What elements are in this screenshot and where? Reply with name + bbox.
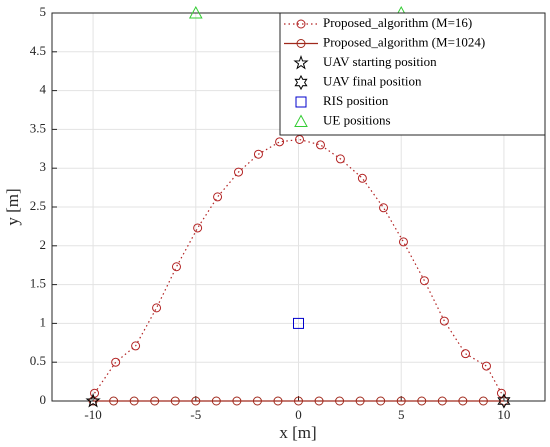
marker [379, 203, 389, 213]
y-tick-label: 1.5 [30, 276, 46, 291]
marker [129, 396, 139, 406]
marker [211, 396, 221, 406]
marker [295, 134, 305, 144]
marker [150, 396, 160, 406]
marker [355, 396, 365, 406]
marker [111, 357, 121, 367]
marker [232, 396, 242, 406]
marker [85, 392, 101, 408]
x-tick-label: 0 [295, 407, 302, 422]
legend-marker [295, 96, 307, 108]
legend-label: UAV final position [323, 73, 422, 88]
marker [294, 396, 303, 406]
marker [252, 396, 262, 406]
marker [497, 393, 511, 409]
y-tick-label: 2 [40, 237, 47, 252]
y-tick-label: 4.5 [30, 43, 46, 58]
legend-marker [294, 74, 308, 91]
marker [234, 167, 244, 177]
y-tick-label: 3.5 [30, 120, 46, 135]
marker [357, 173, 367, 183]
marker [458, 396, 468, 406]
marker [171, 262, 181, 272]
legend-label: UAV starting position [323, 54, 437, 69]
marker [170, 396, 180, 406]
marker [275, 137, 285, 147]
marker [335, 396, 345, 406]
legend-label: UE positions [323, 112, 391, 127]
series-line [94, 138, 502, 394]
x-tick-label: -10 [84, 407, 101, 422]
marker [419, 276, 429, 286]
y-tick-label: 4 [40, 82, 47, 97]
marker [293, 317, 304, 329]
y-tick-label: 0 [40, 392, 47, 407]
marker [417, 396, 427, 406]
legend-label: Proposed_algorithm (M=16) [323, 15, 472, 30]
marker [193, 223, 203, 233]
marker [398, 237, 408, 247]
legend-marker [296, 19, 306, 29]
x-axis-label: x [m] [279, 423, 316, 442]
marker [376, 396, 386, 406]
marker [109, 396, 119, 406]
y-tick-label: 5 [40, 4, 47, 19]
x-tick-label: 10 [497, 407, 510, 422]
marker [437, 396, 447, 406]
legend-label: RIS position [323, 93, 389, 108]
marker [396, 396, 406, 406]
marker [314, 396, 324, 406]
marker [461, 349, 471, 359]
legend-marker [293, 54, 309, 70]
y-tick-label: 0.5 [30, 353, 46, 368]
marker [253, 149, 263, 159]
legend-label: Proposed_algorithm (M=1024) [323, 34, 485, 49]
legend-marker [294, 114, 308, 127]
y-tick-label: 3 [40, 159, 47, 174]
marker [213, 192, 223, 202]
marker [152, 303, 162, 313]
marker [191, 396, 201, 406]
marker [335, 154, 345, 164]
x-tick-label: -5 [190, 407, 201, 422]
marker [315, 140, 325, 150]
marker [439, 316, 449, 326]
y-tick-label: 1 [40, 314, 47, 329]
legend-marker [296, 39, 306, 48]
marker [478, 396, 488, 406]
marker [188, 5, 203, 19]
marker [273, 396, 283, 406]
y-tick-label: 2.5 [30, 198, 46, 213]
marker [131, 341, 141, 351]
y-axis-label: y [m] [3, 188, 22, 225]
legend-box [279, 12, 546, 136]
x-tick-label: 5 [398, 407, 405, 422]
marker [481, 361, 491, 371]
